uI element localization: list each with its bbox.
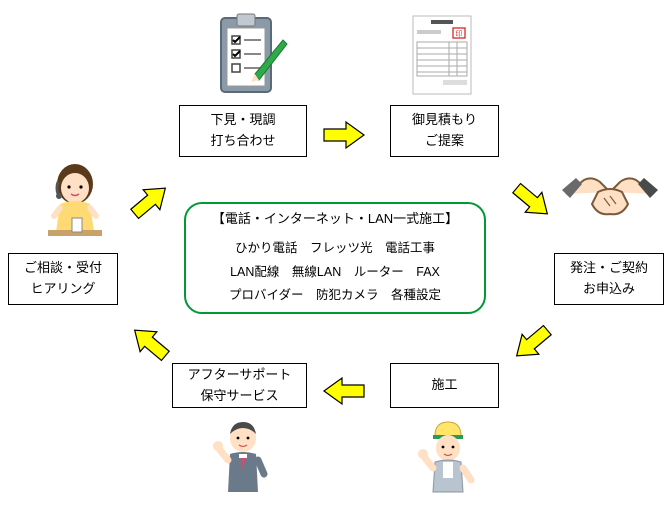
step-label: ご提案 bbox=[425, 131, 464, 152]
step-label: 施工 bbox=[431, 375, 457, 396]
step-survey: 下見・現調打ち合わせ bbox=[179, 105, 307, 157]
step-support: アフターサポート保守サービス bbox=[172, 363, 307, 408]
center-title: 【電話・インターネット・LAN一式施工】 bbox=[212, 208, 458, 227]
step-label: 下見・現調 bbox=[210, 110, 275, 131]
center-line: ひかり電話 フレッツ光 電話工事 bbox=[229, 237, 441, 261]
clipboard-icon bbox=[215, 12, 289, 105]
step-quote: 御見積もりご提案 bbox=[390, 105, 499, 157]
flow-arrow-icon bbox=[124, 314, 180, 369]
step-order: 発注・ご契約お申込み bbox=[554, 253, 664, 305]
step-label: お申込み bbox=[583, 279, 635, 300]
operator-icon bbox=[36, 160, 114, 257]
svg-text:印: 印 bbox=[456, 30, 463, 38]
document-icon: 印 bbox=[405, 12, 479, 105]
step-label: アフターサポート bbox=[188, 365, 292, 386]
step-label: 打ち合わせ bbox=[210, 131, 275, 152]
flow-arrow-icon bbox=[502, 175, 558, 230]
center-body: ひかり電話 フレッツ光 電話工事LAN配線 無線LAN ルーター FAXプロバイ… bbox=[229, 237, 441, 308]
worker-icon bbox=[413, 418, 483, 505]
step-work: 施工 bbox=[390, 363, 499, 408]
step-label: 御見積もり bbox=[412, 110, 477, 131]
handshake-icon bbox=[562, 164, 658, 249]
flow-arrow-icon bbox=[124, 175, 180, 230]
flow-arrow-icon bbox=[502, 314, 558, 369]
salesman-icon bbox=[210, 418, 276, 505]
flow-arrow-icon bbox=[322, 371, 366, 406]
center-services-box: 【電話・インターネット・LAN一式施工】ひかり電話 フレッツ光 電話工事LAN配… bbox=[184, 202, 486, 314]
step-consult: ご相談・受付ヒアリング bbox=[8, 253, 118, 305]
step-label: ヒアリング bbox=[30, 279, 95, 300]
step-label: 保守サービス bbox=[200, 386, 278, 407]
step-label: 発注・ご契約 bbox=[570, 258, 648, 279]
center-line: プロバイダー 防犯カメラ 各種設定 bbox=[229, 284, 441, 308]
flow-arrow-icon bbox=[322, 120, 366, 155]
step-label: ご相談・受付 bbox=[24, 258, 102, 279]
center-line: LAN配線 無線LAN ルーター FAX bbox=[229, 261, 441, 285]
